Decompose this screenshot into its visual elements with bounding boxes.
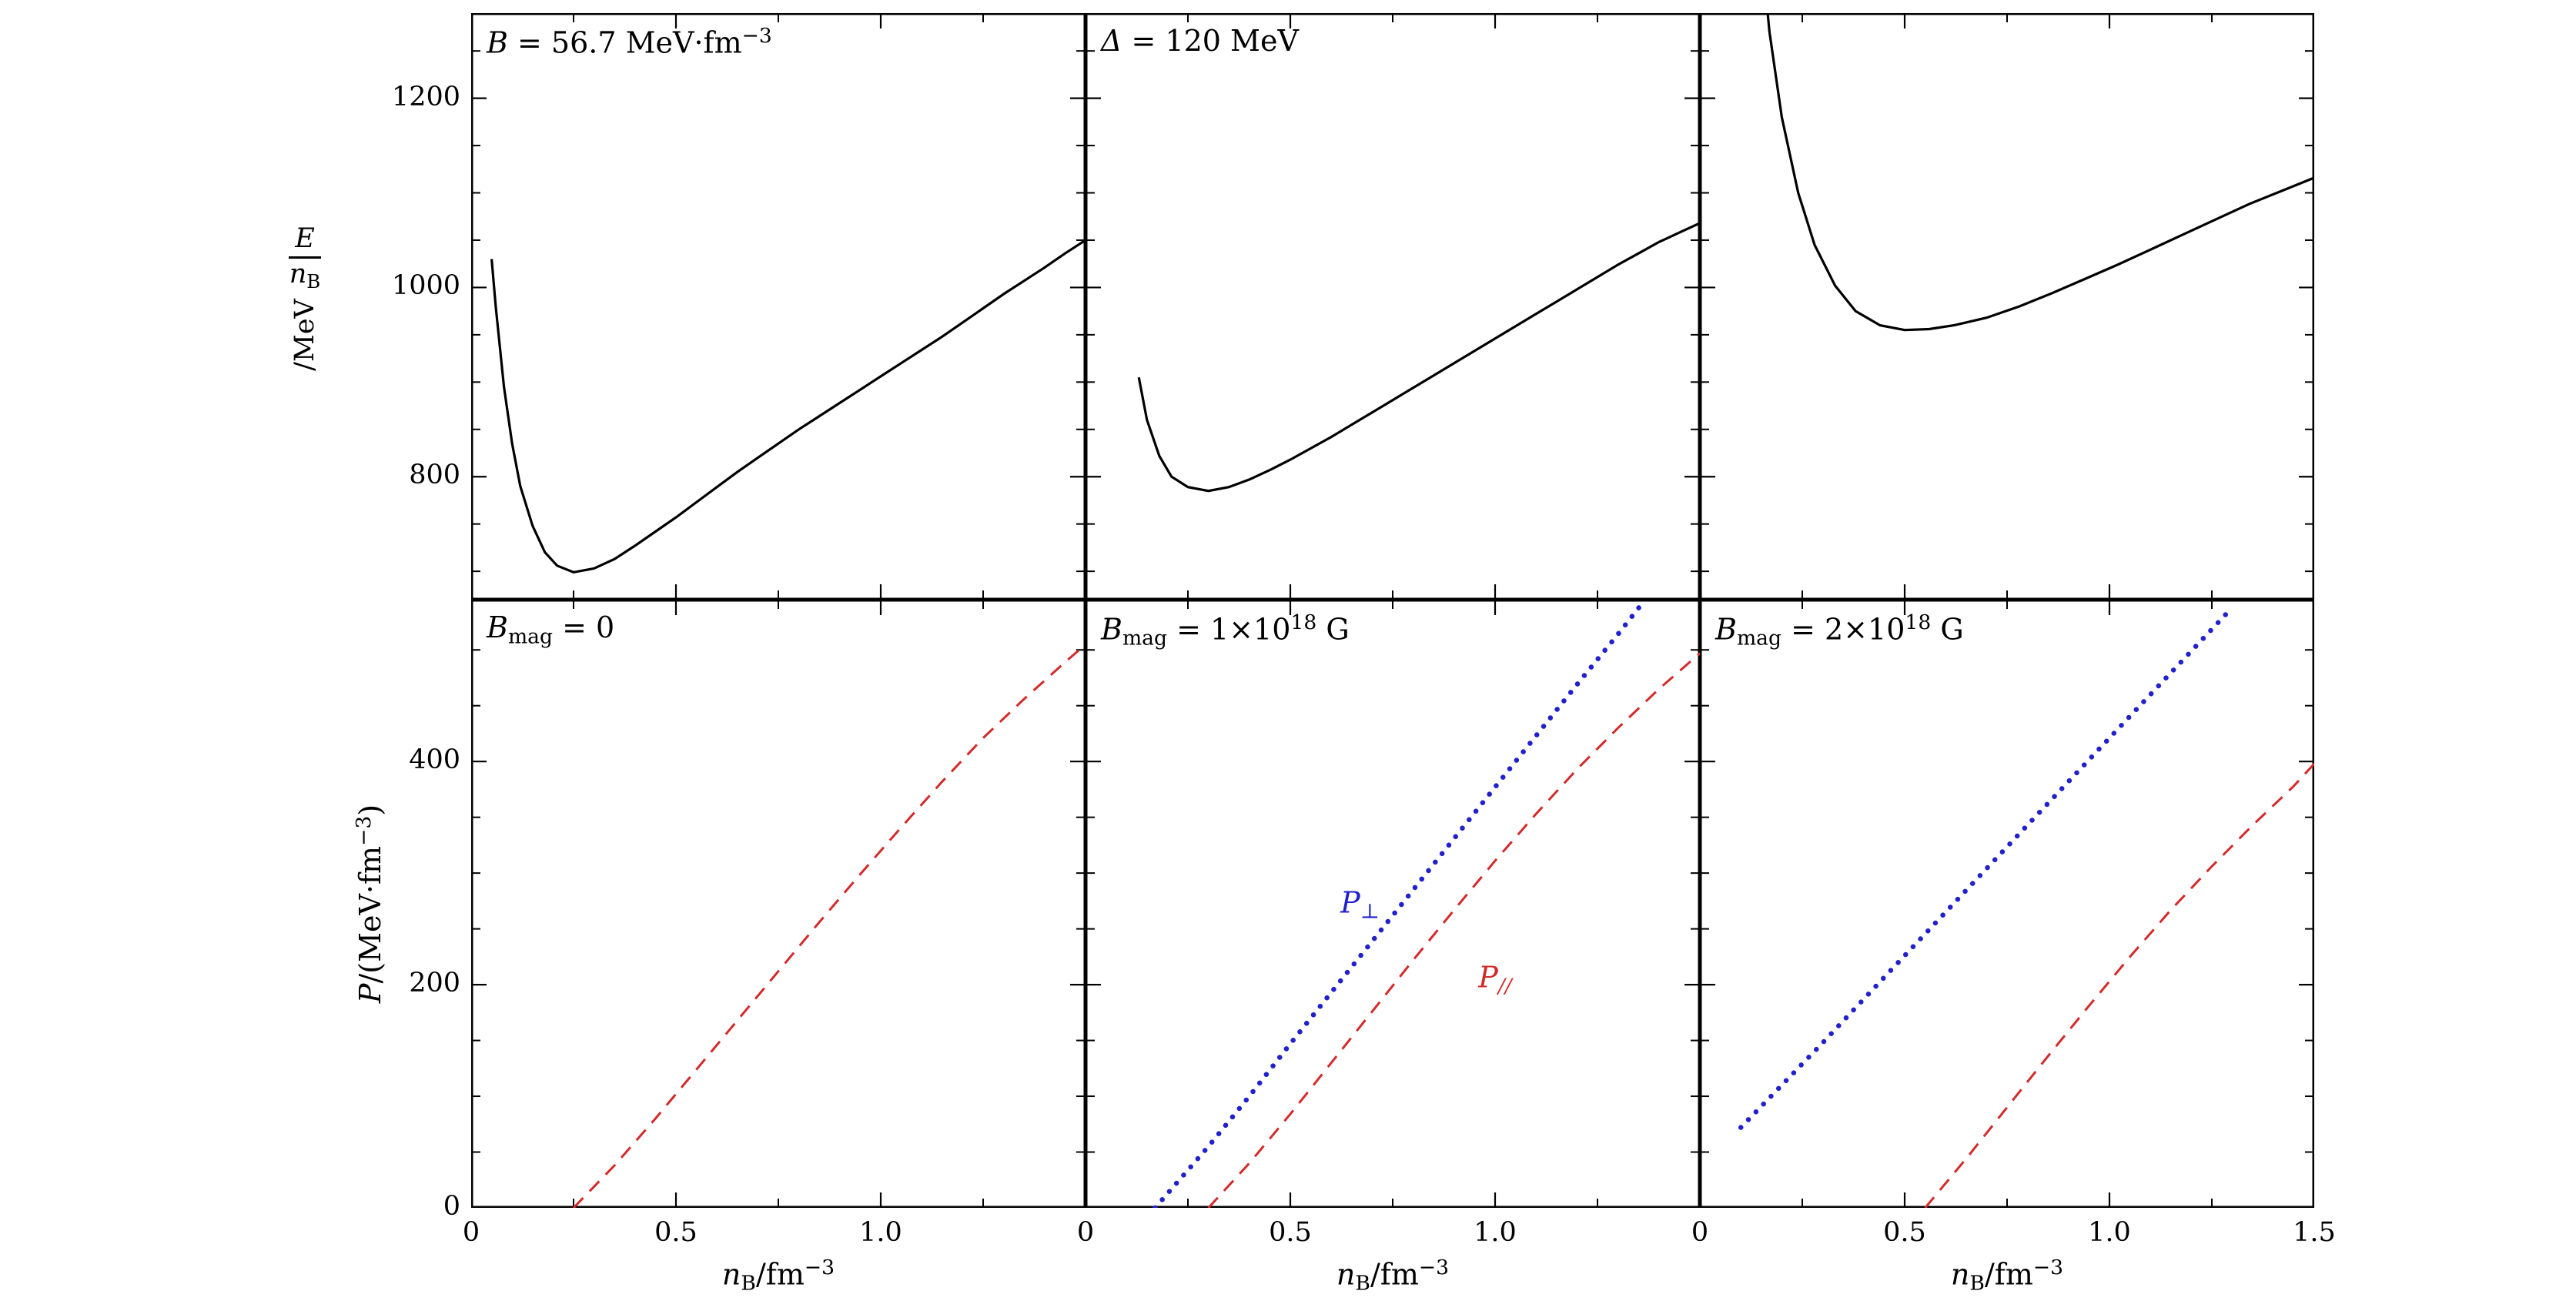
x-tick-label: 1.0 [1474,1217,1517,1248]
x-tick-label: 0 [462,1217,480,1248]
x-tick-label: 0.5 [1883,1217,1926,1248]
y-tick-label: 0 [443,1191,460,1222]
x-tick-label: 1.0 [859,1217,902,1248]
plot-area-tr [1700,13,2314,600]
y-tick-label: 800 [409,460,460,491]
x-tick-label: 1.5 [2293,1217,2336,1248]
energy-curve-curve [1766,13,2314,332]
plot-area-bm [1086,600,1700,1208]
x-tick-label: 0 [1076,1217,1095,1248]
panel-pressure-B2e18: Bmag = 2×1018 G [1700,600,2314,1208]
annotation-Bmag-0: Bmag = 0 [487,610,615,649]
panel-pressure-B0: Bmag = 0 [471,600,1086,1208]
panel-pressure-B1e18: Bmag = 1×1018 G P⊥ P// [1086,600,1700,1208]
energy-curve-curve [490,239,1086,574]
plot-area-br [1700,600,2314,1208]
x-tick-label: 0.5 [654,1217,698,1248]
annotation-delta: Δ = 120 MeV [1101,24,1299,58]
P-perp-label: P⊥ [1340,885,1380,924]
panel-border [1700,600,2314,1208]
P-parallel-curve [1924,763,2314,1208]
P-parallel-curve [1207,652,1700,1208]
y-tick-label: 1200 [391,81,460,112]
y-tick-label: 1000 [391,270,460,302]
panel-energy-bag-constant: B = 56.7 MeV·fm−3 [471,13,1086,600]
fraction-numerator: E [289,224,321,259]
panel-border [471,13,1086,600]
annotation-Bmag-1e18: Bmag = 1×1018 G [1101,610,1350,650]
energy-unit: /MeV [289,299,320,371]
P-perp-curve [1153,600,1645,1208]
P-parallel-label: P// [1478,960,1512,998]
y-tick-label: 200 [409,968,460,999]
x-axis-label: nB/fm−3 [1950,1256,2064,1296]
P-perp-curve [1738,604,2235,1130]
annotation-bag-constant: B = 56.7 MeV·fm−3 [487,24,772,60]
x-tick-label: 0.5 [1269,1217,1312,1248]
panel-border [1700,13,2314,600]
y-axis-label-energy: E nB /MeV [266,224,343,371]
annotation-Bmag-2e18: Bmag = 2×1018 G [1715,610,1964,650]
y-tick-label: 400 [409,744,460,776]
panel-border [471,600,1086,1208]
panel-border [1086,600,1700,1208]
plot-area-tm [1086,13,1700,600]
x-tick-label: 1.0 [2088,1217,2131,1248]
x-tick-label: 0 [1691,1217,1709,1248]
energy-curve-curve [1137,222,1700,493]
energy-fraction: E nB [289,224,321,293]
x-axis-label: nB/fm−3 [721,1256,835,1296]
plot-area-bl [471,600,1086,1208]
x-axis-label: nB/fm−3 [1336,1256,1450,1296]
fraction-denominator: nB [289,258,321,293]
P-parallel-curve [572,643,1086,1208]
panel-energy-third [1700,13,2314,600]
panel-energy-delta: Δ = 120 MeV [1086,13,1700,600]
plot-area-tl [471,13,1086,600]
panel-border [1086,13,1700,600]
